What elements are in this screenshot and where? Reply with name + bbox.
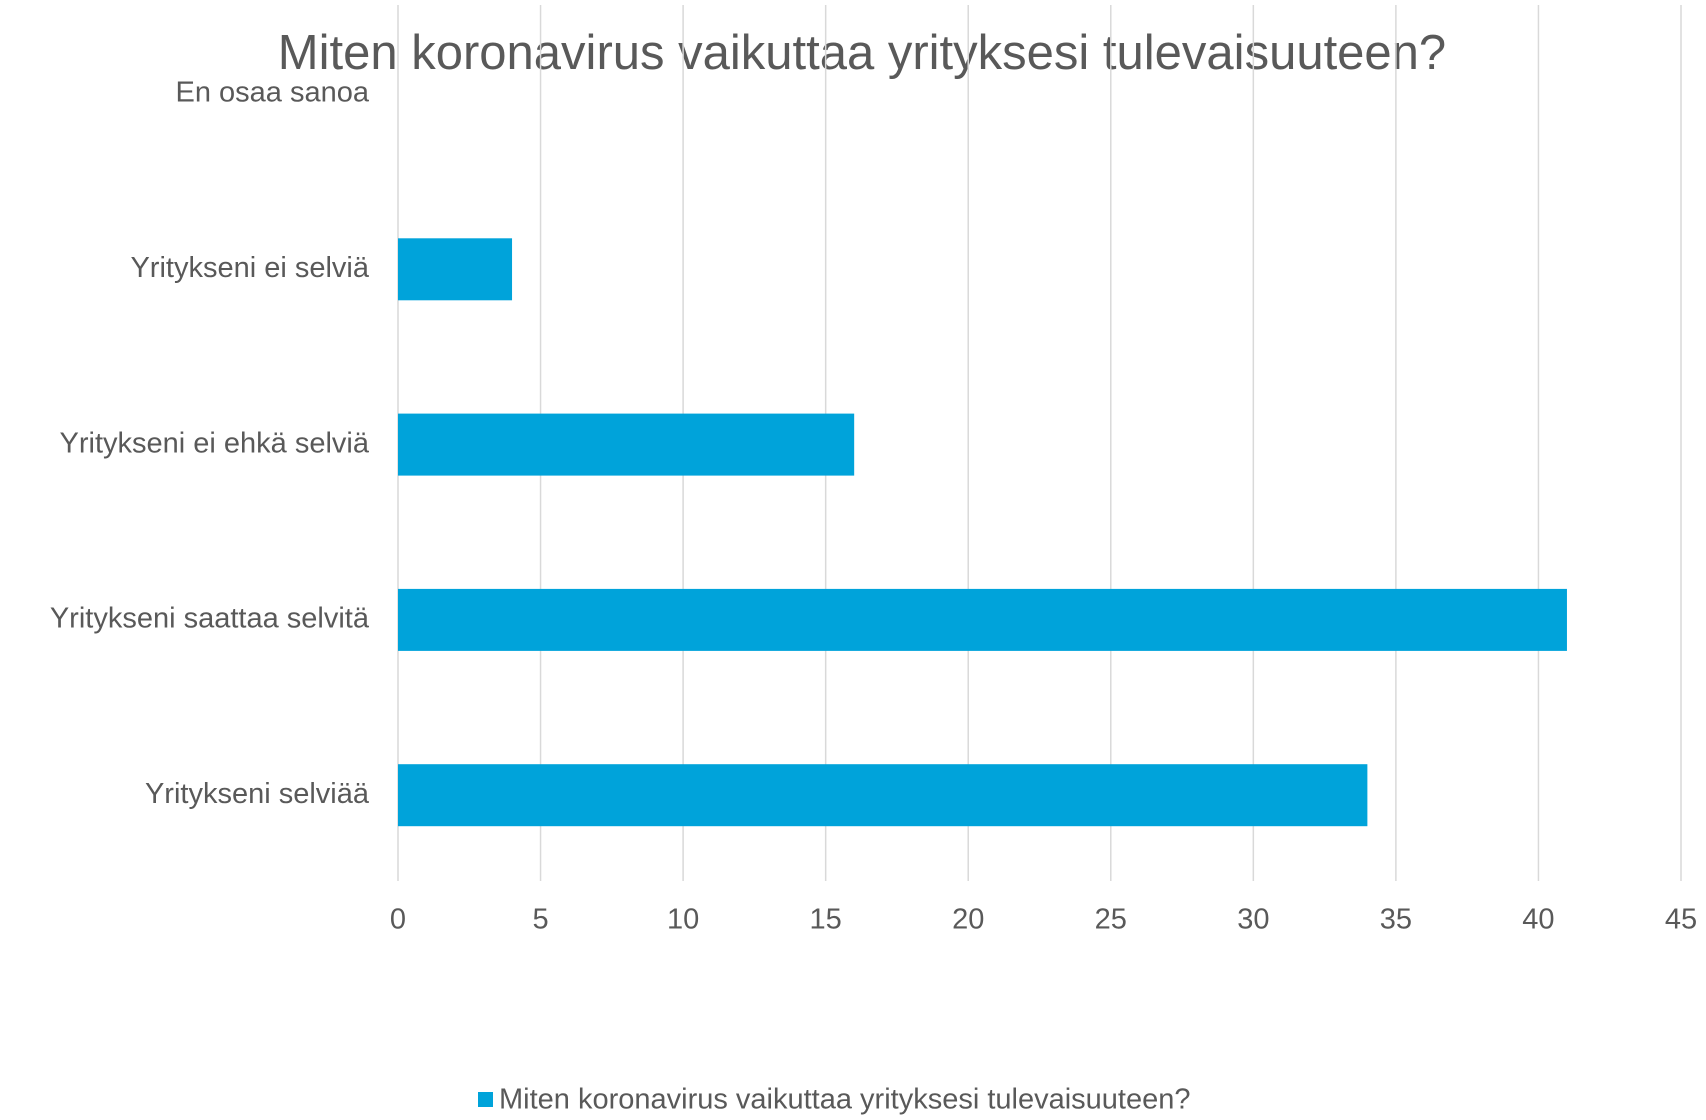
- x-tick-label: 5: [532, 904, 548, 936]
- bar: [398, 588, 1567, 651]
- chart-title: Miten koronavirus vaikuttaa yrityksesi t…: [278, 26, 1446, 80]
- y-tick-label: Yritykseni selviää: [145, 778, 370, 810]
- y-tick-label: Yritykseni saattaa selvitä: [50, 603, 370, 635]
- x-tick-label: 25: [1095, 904, 1127, 936]
- x-tick-label: 10: [667, 904, 699, 936]
- x-tick-label: 30: [1237, 904, 1269, 936]
- bar: [398, 764, 1368, 827]
- y-tick-label: Yritykseni ei selviä: [130, 252, 369, 284]
- x-tick-label: 40: [1522, 904, 1554, 936]
- y-tick-label: En osaa sanoa: [176, 77, 370, 109]
- bar: [398, 238, 513, 301]
- x-tick-label: 20: [952, 904, 984, 936]
- legend-label: Miten koronavirus vaikuttaa yrityksesi t…: [499, 1084, 1191, 1116]
- bar: [398, 413, 855, 476]
- x-tick-label: 15: [810, 904, 842, 936]
- y-tick-label: Yritykseni ei ehkä selviä: [60, 427, 370, 459]
- x-tick-label: 35: [1380, 904, 1412, 936]
- x-tick-label: 45: [1665, 904, 1697, 936]
- x-tick-label: 0: [390, 904, 406, 936]
- legend-swatch: [478, 1092, 493, 1107]
